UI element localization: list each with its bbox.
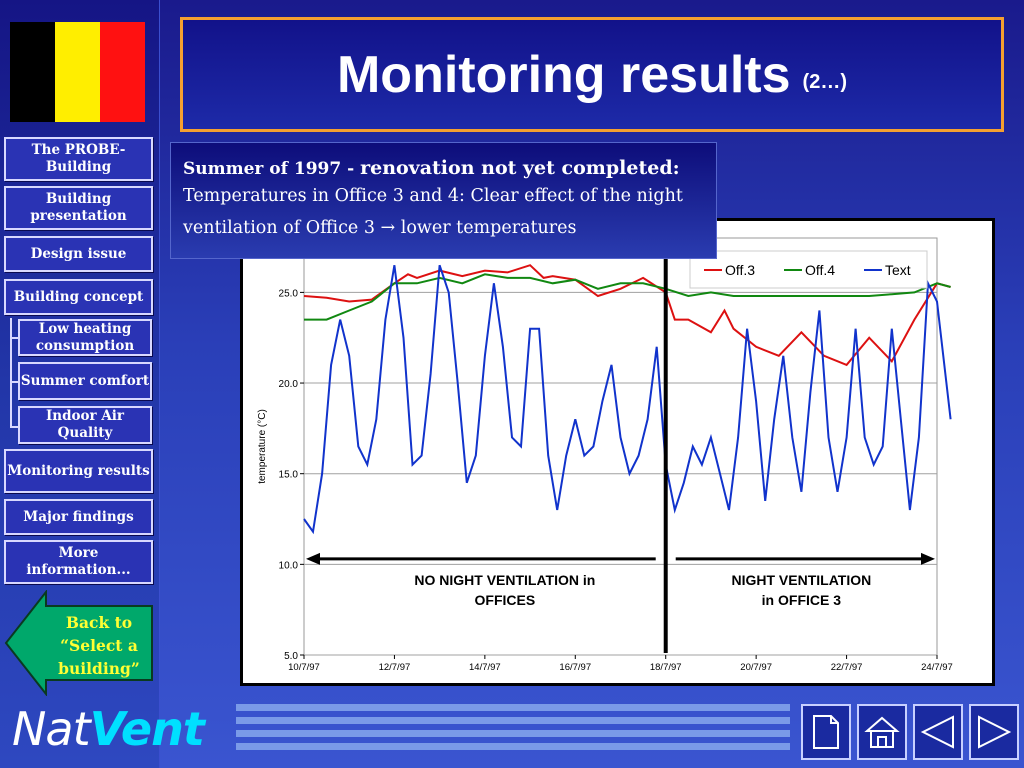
temperature-chart: 5.0 10.0 15.0 20.0 25.0 10/7/97 12/7/97 14/7/97… — [240, 218, 995, 686]
nav-major-findings[interactable]: Major findings — [4, 499, 153, 535]
tree-connector — [10, 318, 12, 428]
nav-building-presentation[interactable]: Building presentation — [4, 186, 153, 230]
flag-stripe-yellow — [55, 22, 100, 122]
home-button[interactable] — [857, 704, 907, 760]
nav-low-heating-consumption[interactable]: Low heating consumption — [18, 319, 152, 356]
y-tick-label: 25.0 — [279, 288, 299, 299]
left-arrow-icon — [4, 590, 153, 696]
caption-box: Summer of 1997 - renovation not yet comp… — [170, 142, 717, 259]
nav-monitoring-results[interactable]: Monitoring results — [4, 449, 153, 493]
x-tick-label: 10/7/97 — [288, 662, 320, 673]
nav-more-information[interactable]: More information... — [4, 540, 153, 584]
back-arrow-button[interactable] — [4, 590, 156, 696]
arrowhead-right — [921, 552, 935, 565]
chart-svg: 5.0 10.0 15.0 20.0 25.0 10/7/97 12/7/97 14/7/97… — [257, 237, 953, 673]
page-icon — [813, 715, 839, 749]
x-tick-label: 22/7/97 — [831, 662, 863, 673]
y-tick-label: 5.0 — [284, 651, 298, 662]
caption-lead: Summer of 1997 - — [183, 159, 361, 179]
tree-connector — [10, 337, 20, 339]
legend-label: Off.4 — [805, 262, 835, 278]
title-box: Monitoring results (2…) — [180, 17, 1004, 132]
logo-text-vent: Vent — [89, 702, 205, 756]
page-subtitle: (2…) — [802, 71, 847, 93]
x-tick-label: 24/7/97 — [921, 662, 953, 673]
natvent-logo: NatVent — [12, 702, 205, 756]
caption-line-3: ventilation of Office 3 → lower temperat… — [183, 218, 577, 238]
x-tick-label: 16/7/97 — [559, 662, 591, 673]
page-title: Monitoring results — [336, 45, 791, 104]
nav-building-concept[interactable]: Building concept — [4, 279, 153, 315]
y-tick-label: 15.0 — [279, 470, 299, 481]
legend-label: Text — [885, 262, 911, 278]
x-tick-label: 20/7/97 — [740, 662, 772, 673]
nav-design-issue[interactable]: Design issue — [4, 236, 153, 272]
belgian-flag — [10, 22, 145, 122]
flag-stripe-black — [10, 22, 55, 122]
footer-stripes — [236, 704, 790, 756]
y-tick-label: 10.0 — [279, 560, 299, 571]
x-tick-label: 12/7/97 — [379, 662, 411, 673]
annotation-no-night-ventilation: NO NIGHT VENTILATION in — [414, 572, 595, 588]
next-button[interactable] — [969, 704, 1019, 760]
annotation-night-ventilation: NIGHT VENTILATION — [731, 572, 871, 588]
nav-probe-building[interactable]: The PROBE-Building — [4, 137, 153, 181]
logo-text-nat: Nat — [12, 702, 91, 756]
next-arrow-icon — [978, 715, 1012, 749]
y-tick-label: 20.0 — [279, 379, 299, 390]
series-line-text — [303, 264, 952, 535]
arrowhead-left — [306, 552, 320, 565]
x-tick-label: 14/7/97 — [469, 662, 501, 673]
annotation-night-ventilation: in OFFICE 3 — [762, 592, 842, 608]
flag-stripe-red — [100, 22, 145, 122]
back-button-label: Back to “Select a building” — [58, 613, 140, 678]
legend-box — [689, 250, 928, 289]
nav-summer-comfort[interactable]: Summer comfort — [18, 362, 152, 400]
annotation-no-night-ventilation: OFFICES — [475, 592, 536, 608]
series-line-off-4 — [304, 273, 951, 321]
x-tick-label: 18/7/97 — [650, 662, 682, 673]
tree-connector — [10, 381, 20, 383]
tree-connector — [10, 426, 20, 428]
sidebar: The PROBE-Building Building presentation… — [0, 0, 160, 768]
nav-indoor-air-quality[interactable]: Indoor Air Quality — [18, 406, 152, 444]
previous-arrow-icon — [920, 715, 954, 749]
y-axis-label: temperature (°C) — [257, 409, 268, 484]
legend-label: Off.3 — [725, 262, 755, 278]
previous-button[interactable] — [913, 704, 963, 760]
home-icon — [864, 716, 900, 748]
caption-emphasis: renovation not yet completed: — [360, 157, 680, 179]
caption-line-2: Temperatures in Office 3 and 4: Clear ef… — [183, 186, 683, 206]
page-button[interactable] — [801, 704, 851, 760]
